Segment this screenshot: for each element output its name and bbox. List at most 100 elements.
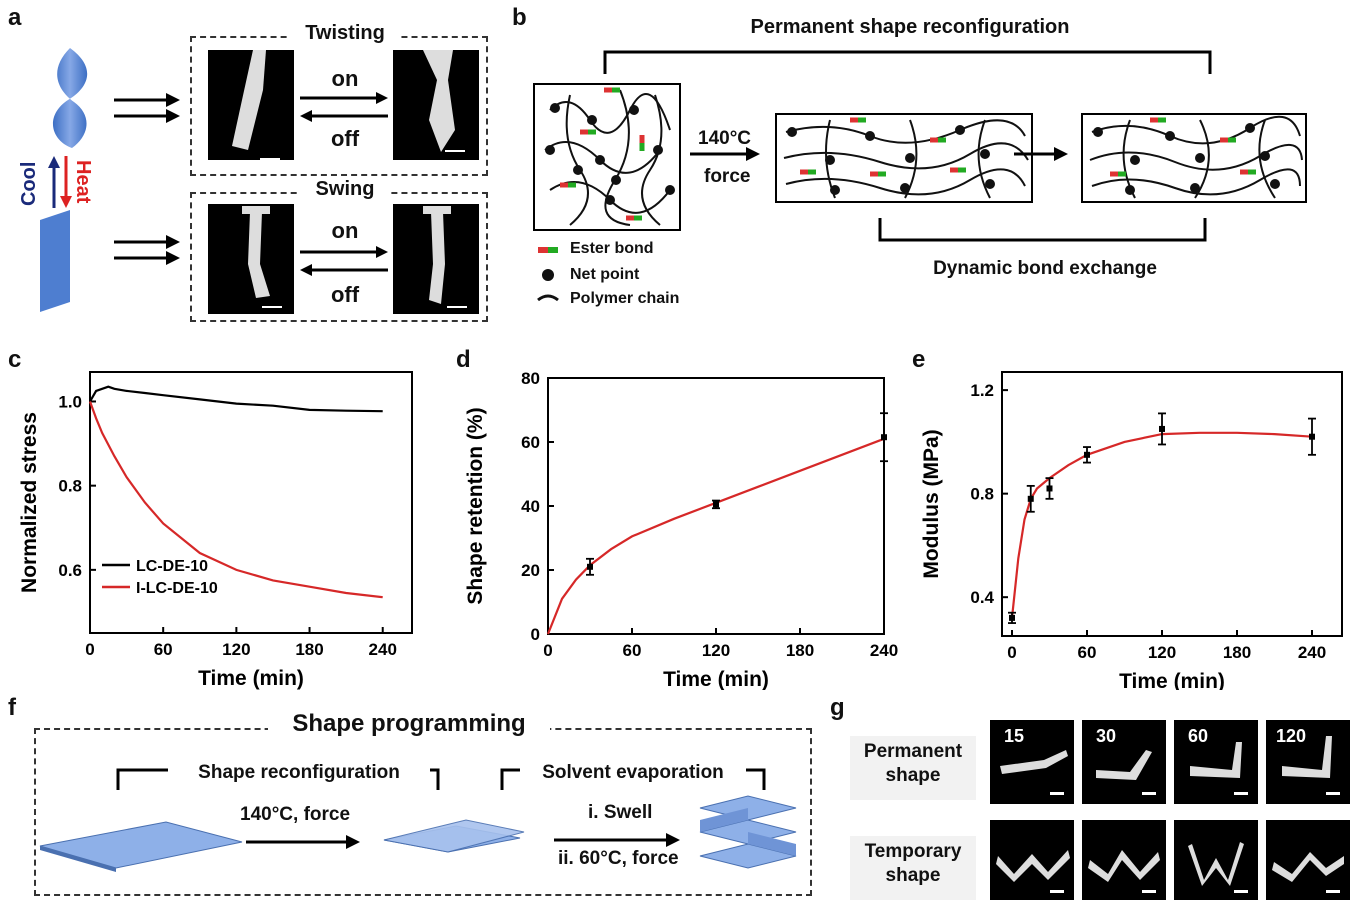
panel-label-f: f	[8, 694, 16, 721]
x-tick-label: 0	[1007, 643, 1016, 662]
data-point	[1027, 495, 1034, 502]
dynamic-bond-label: Dynamic bond exchange	[933, 258, 1157, 279]
x-axis-label: Time (min)	[663, 668, 769, 690]
x-tick-label: 60	[1078, 643, 1097, 662]
swing-on-label: on	[331, 218, 359, 243]
solvent-evaporation-label: Solvent evaporation	[520, 762, 746, 784]
y-tick-label: 0.6	[58, 561, 82, 580]
permanent-shape-photo-15: 15	[990, 720, 1074, 804]
x-tick-label: 180	[786, 641, 814, 660]
series-line-i-lc-de-10	[88, 401, 383, 599]
swing-on-off-arrows	[300, 246, 388, 276]
plot-frame	[1001, 371, 1343, 637]
x-tick-label: 0	[543, 641, 552, 660]
flat-strip-icon	[40, 210, 70, 312]
x-tick-label: 240	[1298, 643, 1326, 662]
y-tick-label: 0.8	[58, 477, 82, 496]
y-tick-label: 40	[521, 497, 540, 516]
twisting-on-label: on	[331, 66, 359, 91]
data-point	[881, 434, 887, 441]
x-tick-label: 120	[702, 641, 730, 660]
data-point	[713, 501, 719, 508]
series-line-0	[546, 437, 885, 635]
swing-photo-off	[208, 204, 294, 314]
heat-label: Heat	[72, 160, 94, 204]
x-tick-label: 0	[85, 640, 94, 659]
x-tick-label: 120	[1148, 643, 1176, 662]
data-point	[1084, 451, 1090, 458]
y-tick-label: 0	[531, 625, 540, 644]
legend-net-point: Net point	[570, 266, 640, 283]
twisting-title: Twisting	[290, 22, 400, 45]
x-tick-label: 240	[870, 641, 898, 660]
x-axis-label: Time (min)	[1119, 670, 1225, 690]
panel-label-g: g	[830, 694, 845, 721]
permanent-shape-photo-120: 120	[1266, 720, 1350, 804]
data-point	[1009, 614, 1015, 621]
legend-entry: LC-DE-10	[136, 558, 208, 575]
ribbon-schematic	[40, 48, 88, 312]
shape-reconfiguration-label: Shape reconfiguration	[168, 762, 430, 784]
shape-programming-title: Shape programming	[268, 710, 550, 738]
plot-frame	[89, 371, 413, 634]
twisted-ribbon-icon	[52, 48, 88, 148]
x-tick-label: 60	[623, 641, 642, 660]
data-point	[1309, 433, 1315, 440]
legend-ester-bond: Ester bond	[570, 240, 654, 257]
force-label: force	[704, 166, 751, 187]
network-schematic	[533, 50, 1307, 302]
temporary-shape-photo-15	[990, 820, 1074, 900]
y-tick-label: 20	[521, 561, 540, 580]
y-tick-label: 0.4	[970, 588, 994, 607]
permanent-shape-label: Permanent shape	[850, 736, 976, 800]
temporary-shape-label: Temporary shape	[850, 836, 976, 900]
chart-d: 0 60 120 180 240 0 20 40 60 80 Time (min) Shape ret…	[464, 369, 898, 690]
panel-b-title: Permanent shape reconfiguration	[750, 16, 1070, 38]
panel-label-e: e	[912, 346, 926, 373]
y-tick-label: 0.8	[970, 485, 994, 504]
temporary-shape-photo-120	[1266, 820, 1350, 900]
y-tick-label: 80	[521, 369, 540, 388]
shape-programming-schematic	[39, 768, 797, 872]
twisting-photo-off	[208, 50, 294, 160]
y-tick-label: 1.2	[970, 381, 994, 400]
x-axis-label: Time (min)	[198, 667, 304, 690]
data-point	[587, 563, 593, 570]
x-tick-label: 120	[222, 640, 250, 659]
chart-e: 0 60 120 180 240 0.4 0.8 1.2 Time (min) Modulus (…	[920, 371, 1343, 690]
panel-label-d: d	[456, 346, 471, 373]
step2b-label: ii. 60°C, force	[558, 848, 679, 869]
cool-label: Cool	[18, 161, 40, 206]
legend-entry: I-LC-DE-10	[136, 580, 218, 597]
y-tick-label: 60	[521, 433, 540, 452]
panel-label-b: b	[512, 4, 527, 31]
twisting-photo-on	[393, 50, 479, 160]
chart-c: 0 60 120 180 240 0.6 0.8 1.0 Time (min) Normalize…	[18, 371, 413, 690]
panel-a-arrows	[114, 93, 180, 265]
y-axis-label: Normalized stress	[18, 412, 41, 593]
y-axis-label: Modulus (MPa)	[920, 429, 943, 578]
legend-polymer-chain: Polymer chain	[570, 290, 680, 307]
data-point	[1046, 485, 1053, 492]
x-tick-label: 60	[154, 640, 173, 659]
temp-label: 140°C	[698, 128, 752, 149]
temporary-shape-photo-30	[1082, 820, 1166, 900]
swing-off-label: off	[330, 282, 360, 307]
temporary-shape-photo-60	[1174, 820, 1258, 900]
x-tick-label: 180	[295, 640, 323, 659]
series-line-0	[1010, 431, 1313, 619]
x-tick-label: 180	[1223, 643, 1251, 662]
step2a-label: i. Swell	[588, 802, 653, 823]
y-tick-label: 1.0	[58, 392, 82, 411]
twisting-on-off-arrows	[300, 92, 388, 122]
y-axis-label: Shape retention (%)	[464, 407, 487, 604]
stacked-film-icon	[699, 795, 797, 869]
flat-film-icon	[39, 821, 243, 869]
swing-title: Swing	[300, 178, 390, 201]
permanent-shape-photo-30: 30	[1082, 720, 1166, 804]
swing-photo-on	[393, 204, 479, 314]
panel-label-c: c	[8, 346, 22, 373]
twisting-off-label: off	[330, 126, 360, 151]
permanent-shape-photo-60: 60	[1174, 720, 1258, 804]
series-line-lc-de-10	[89, 385, 383, 413]
